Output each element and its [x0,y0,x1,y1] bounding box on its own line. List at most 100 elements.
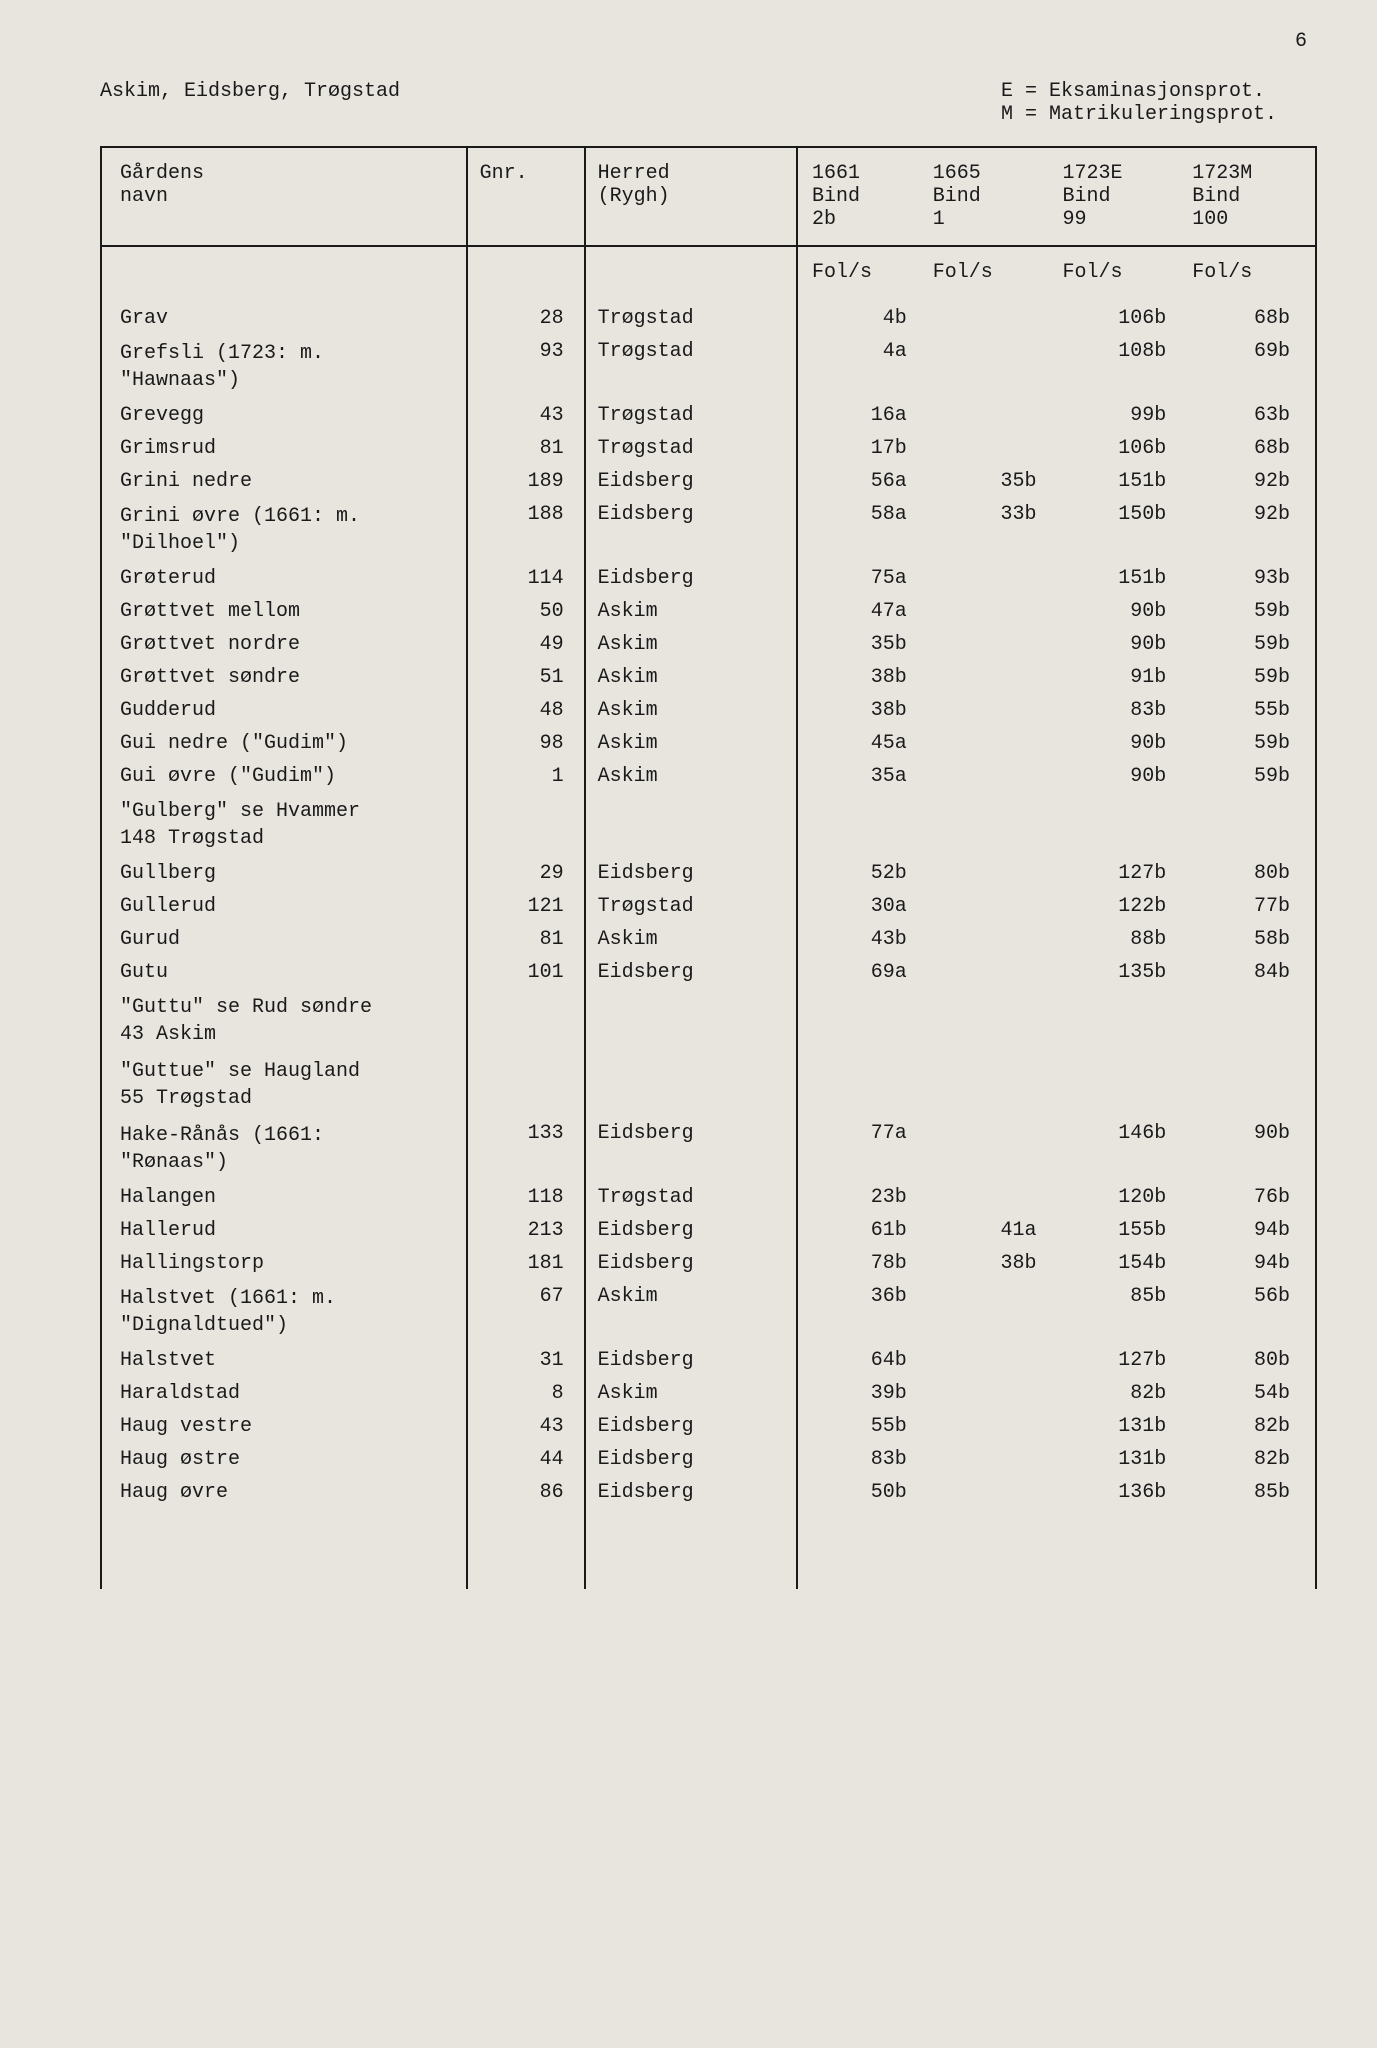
fols-1723m: Fol/s [1186,246,1316,302]
cell-herred: Eidsberg [585,562,797,595]
table-header-row: Gårdens navn Gnr. Herred (Rygh) 1661 Bin… [101,148,1316,245]
cell-1661: 35b [797,628,927,661]
cell-herred: Trøgstad [585,335,797,399]
cell-1665 [927,302,1057,335]
cell-1661: 23b [797,1181,927,1214]
cell-1665 [927,1117,1057,1181]
cell-1665 [927,1377,1057,1410]
cell-1723e: 106b [1056,432,1186,465]
cell-herred: Trøgstad [585,302,797,335]
cell-name: "Guttue" se Haugland55 Trøgstad [101,1053,467,1117]
cell-name: "Gulberg" se Hvammer148 Trøgstad [101,793,467,857]
cell-1723m: 92b [1186,498,1316,562]
cell-1665 [927,694,1057,727]
cell-1723e: 136b [1056,1476,1186,1509]
col-header-1665: 1665 Bind 1 [927,148,1057,245]
cell-1723m: 92b [1186,465,1316,498]
cell-1723m: 69b [1186,335,1316,399]
cell-1665 [927,1280,1057,1344]
col-header-1723e: 1723E Bind 99 [1056,148,1186,245]
cell-1723e [1056,1053,1186,1117]
cell-1723e: 150b [1056,498,1186,562]
cell-name: Haug østre [101,1443,467,1476]
cell-gnr: 48 [467,694,585,727]
cell-name: Haraldstad [101,1377,467,1410]
cell-1665 [927,432,1057,465]
cell-1723e: 151b [1056,465,1186,498]
table-row: Hallingstorp181Eidsberg78b38b154b94b [101,1247,1316,1280]
cell-herred: Eidsberg [585,857,797,890]
cell-1723m: 93b [1186,562,1316,595]
cell-1723m [1186,793,1316,857]
cell-1723m: 84b [1186,956,1316,989]
cell-gnr [467,793,585,857]
cell-1665 [927,595,1057,628]
cell-herred: Eidsberg [585,498,797,562]
cell-1723e: 90b [1056,628,1186,661]
cell-1665: 33b [927,498,1057,562]
cell-gnr: 28 [467,302,585,335]
cell-herred: Askim [585,628,797,661]
cell-1661: 69a [797,956,927,989]
cell-1661: 83b [797,1443,927,1476]
cell-gnr: 67 [467,1280,585,1344]
cell-gnr: 93 [467,335,585,399]
cell-gnr: 213 [467,1214,585,1247]
cell-herred [585,793,797,857]
table-row: Grimsrud81Trøgstad17b106b68b [101,432,1316,465]
cell-1665 [927,989,1057,1053]
cell-herred: Eidsberg [585,1476,797,1509]
table-row: Grevegg43Trøgstad16a99b63b [101,399,1316,432]
cell-name: Halstvet [101,1344,467,1377]
cell-1723e: 122b [1056,890,1186,923]
cell-name: Grøttvet mellom [101,595,467,628]
cell-name: Gurud [101,923,467,956]
cell-gnr: 98 [467,727,585,760]
cell-1723e: 88b [1056,923,1186,956]
cell-1665 [927,1344,1057,1377]
cell-name: Grav [101,302,467,335]
table-row: Grefsli (1723: m."Hawnaas")93Trøgstad4a1… [101,335,1316,399]
cell-1723e [1056,793,1186,857]
legend-line-2: M = Matrikuleringsprot. [1001,103,1277,126]
cell-1665: 35b [927,465,1057,498]
table-row: Gullberg29Eidsberg52b127b80b [101,857,1316,890]
cell-herred: Askim [585,694,797,727]
cell-1665 [927,727,1057,760]
cell-herred: Eidsberg [585,1443,797,1476]
table-body: Grav28Trøgstad4b106b68bGrefsli (1723: m.… [101,302,1316,1589]
cell-herred: Askim [585,760,797,793]
cell-gnr: 51 [467,661,585,694]
cell-gnr: 43 [467,1410,585,1443]
table-row: "Guttu" se Rud søndre43 Askim [101,989,1316,1053]
cell-1665 [927,335,1057,399]
cell-name: "Guttu" se Rud søndre43 Askim [101,989,467,1053]
fols-1661: Fol/s [797,246,927,302]
cell-gnr: 188 [467,498,585,562]
cell-1665 [927,399,1057,432]
cell-1665 [927,793,1057,857]
cell-1723m: 94b [1186,1247,1316,1280]
cell-1723m: 82b [1186,1410,1316,1443]
table-row: Grav28Trøgstad4b106b68b [101,302,1316,335]
cell-1661: 77a [797,1117,927,1181]
cell-name: Halangen [101,1181,467,1214]
table-row: Gudderud48Askim38b83b55b [101,694,1316,727]
cell-gnr: 44 [467,1443,585,1476]
cell-herred: Askim [585,1377,797,1410]
cell-1723e: 131b [1056,1443,1186,1476]
cell-1723e: 90b [1056,595,1186,628]
cell-name: Halstvet (1661: m."Dignaldtued") [101,1280,467,1344]
cell-1723e: 127b [1056,857,1186,890]
cell-gnr: 101 [467,956,585,989]
cell-1661 [797,1053,927,1117]
cell-1723m: 68b [1186,432,1316,465]
document-header: Askim, Eidsberg, Trøgstad E = Eksaminasj… [100,80,1317,126]
cell-1665 [927,857,1057,890]
cell-1665 [927,923,1057,956]
cell-1661: 58a [797,498,927,562]
header-legend: E = Eksaminasjonsprot. M = Matrikulering… [1001,80,1317,126]
legend-line-1: E = Eksaminasjonsprot. [1001,80,1277,103]
cell-herred: Trøgstad [585,399,797,432]
cell-name: Grini øvre (1661: m."Dilhoel") [101,498,467,562]
